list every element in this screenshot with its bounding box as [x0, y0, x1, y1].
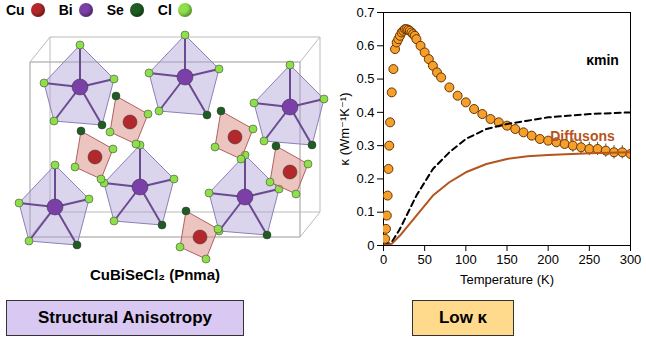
svg-text:0.4: 0.4 [356, 105, 374, 120]
svg-text:300: 300 [620, 252, 642, 267]
svg-text:50: 50 [417, 252, 431, 267]
html-text:Bi: Bi [58, 2, 73, 18]
svg-text:0.5: 0.5 [356, 71, 374, 86]
svg-text:100: 100 [455, 252, 477, 267]
svg-text:200: 200 [537, 252, 559, 267]
svg-text:0.7: 0.7 [356, 5, 374, 20]
html-text:Cl: Cl [157, 2, 172, 18]
svg-text:0: 0 [367, 238, 374, 253]
svg-text:Temperature (K): Temperature (K) [460, 272, 554, 287]
svg-text:0: 0 [380, 252, 387, 267]
html-text:Structural Anisotropy: Structural Anisotropy [37, 308, 212, 327]
svg-text:0.6: 0.6 [356, 38, 374, 53]
svg-text:Diffusons: Diffusons [550, 128, 615, 144]
svg-text:0.2: 0.2 [356, 171, 374, 186]
svg-text:κmin: κmin [586, 52, 619, 68]
html-text:Cu: Cu [6, 2, 25, 18]
svg-text:0.1: 0.1 [356, 204, 374, 219]
svg-text:0.3: 0.3 [356, 138, 374, 153]
svg-text:150: 150 [496, 252, 518, 267]
html-text:CuBiSeCl₂ (Pnma): CuBiSeCl₂ (Pnma) [90, 266, 220, 283]
svg-text:κ (Wm⁻¹K⁻¹): κ (Wm⁻¹K⁻¹) [337, 93, 352, 166]
html-text:Low κ: Low κ [438, 308, 488, 327]
html-text:Se: Se [106, 2, 124, 18]
svg-text:250: 250 [578, 252, 600, 267]
